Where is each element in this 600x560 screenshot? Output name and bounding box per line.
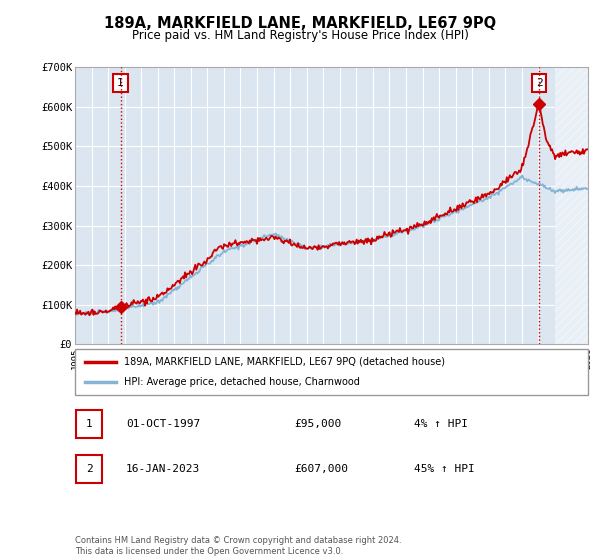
Text: 1: 1 [117, 78, 124, 88]
Text: 16-JAN-2023: 16-JAN-2023 [126, 464, 200, 474]
Text: Contains HM Land Registry data © Crown copyright and database right 2024.
This d: Contains HM Land Registry data © Crown c… [75, 536, 401, 556]
Text: Price paid vs. HM Land Registry's House Price Index (HPI): Price paid vs. HM Land Registry's House … [131, 29, 469, 42]
Text: 2: 2 [536, 78, 542, 88]
Text: 2: 2 [86, 464, 92, 474]
Bar [555, 67, 588, 344]
Bar [555, 67, 588, 344]
Text: 189A, MARKFIELD LANE, MARKFIELD, LE67 9PQ (detached house): 189A, MARKFIELD LANE, MARKFIELD, LE67 9P… [124, 357, 445, 367]
Text: 189A, MARKFIELD LANE, MARKFIELD, LE67 9PQ: 189A, MARKFIELD LANE, MARKFIELD, LE67 9P… [104, 16, 496, 31]
Text: £95,000: £95,000 [294, 419, 341, 429]
Text: 4% ↑ HPI: 4% ↑ HPI [414, 419, 468, 429]
Text: 45% ↑ HPI: 45% ↑ HPI [414, 464, 475, 474]
Text: 1: 1 [86, 419, 92, 429]
Text: HPI: Average price, detached house, Charnwood: HPI: Average price, detached house, Char… [124, 377, 359, 387]
Text: 01-OCT-1997: 01-OCT-1997 [126, 419, 200, 429]
Text: £607,000: £607,000 [294, 464, 348, 474]
